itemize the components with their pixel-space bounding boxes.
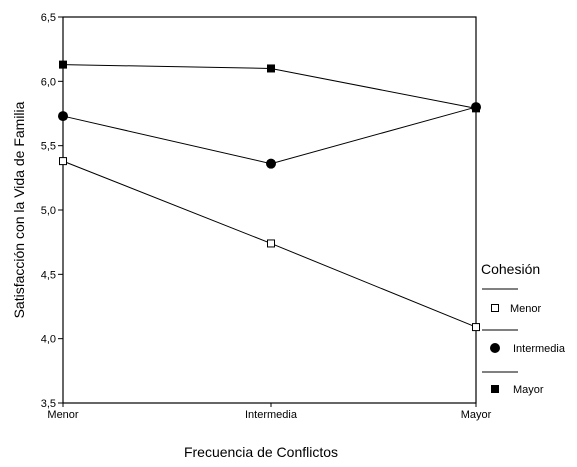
y-axis: 3,5 4,0 4,5 5,0 5,5 6,0 6,5 bbox=[41, 12, 63, 410]
legend-label-mayor: Mayor bbox=[513, 384, 544, 396]
legend-label-intermedia: Intermedia bbox=[513, 343, 566, 355]
data-point-mayor bbox=[267, 64, 275, 73]
data-point-menor bbox=[472, 323, 480, 332]
y-tick-label: 4,5 bbox=[41, 269, 56, 281]
data-point-mayor bbox=[472, 104, 480, 113]
y-tick-label: 3,5 bbox=[41, 398, 56, 410]
data-point-menor bbox=[59, 157, 67, 166]
legend-label-menor: Menor bbox=[510, 303, 542, 315]
data-point-mayor bbox=[59, 60, 67, 69]
y-axis-title: Satisfacción con la Vida de Familia bbox=[11, 101, 27, 318]
legend-marker-menor bbox=[491, 304, 499, 312]
series-line-intermedia bbox=[62, 106, 477, 165]
data-point-intermedia bbox=[266, 158, 276, 169]
data-point-intermedia bbox=[58, 111, 68, 122]
legend-marker-intermedia bbox=[490, 343, 500, 353]
y-tick-label: 4,0 bbox=[41, 334, 56, 346]
y-tick-label: 6,0 bbox=[41, 76, 56, 88]
x-axis: Menor Intermedia Mayor bbox=[47, 403, 492, 421]
y-tick-label: 5,0 bbox=[41, 205, 56, 217]
legend-marker-mayor bbox=[491, 385, 499, 393]
x-axis-title: Frecuencia de Conflictos bbox=[184, 444, 338, 460]
x-tick-label: Menor bbox=[47, 409, 79, 421]
data-point-menor bbox=[267, 239, 275, 248]
legend-title: Cohesión bbox=[481, 261, 540, 277]
series-layer bbox=[58, 60, 481, 332]
y-tick-label: 6,5 bbox=[41, 12, 56, 24]
plot-frame bbox=[62, 16, 477, 404]
x-tick-label: Intermedia bbox=[245, 409, 298, 421]
y-tick-label: 5,5 bbox=[41, 141, 56, 153]
x-tick-label: Mayor bbox=[461, 409, 492, 421]
legend: Cohesión Menor Intermedia Mayor bbox=[481, 261, 566, 396]
